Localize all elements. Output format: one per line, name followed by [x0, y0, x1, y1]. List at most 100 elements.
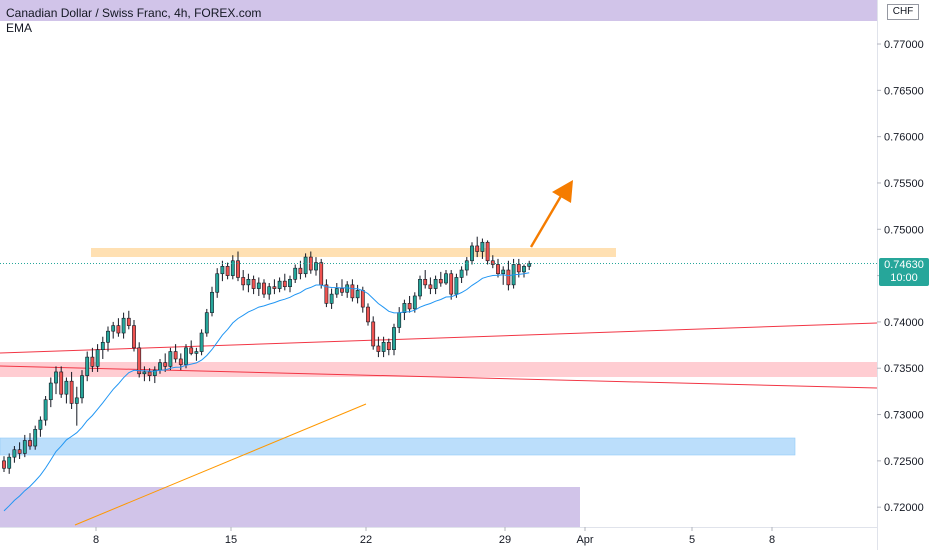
- trendline-red-lower[interactable]: [0, 365, 878, 389]
- candle-body: [319, 262, 324, 286]
- candle: [12, 446, 17, 463]
- candle: [376, 336, 381, 358]
- candle-body: [345, 284, 350, 293]
- candle-body: [173, 351, 178, 360]
- trendline-red-upper[interactable]: [0, 322, 878, 354]
- candle-body: [90, 356, 95, 367]
- last-price-value: 0.74630: [884, 259, 924, 271]
- candle-body: [126, 317, 131, 326]
- price-tick-label: 0.72500: [884, 456, 924, 468]
- candle: [397, 307, 402, 334]
- time-tick-label: 8: [93, 534, 99, 546]
- candle: [241, 270, 246, 291]
- candle: [355, 284, 360, 304]
- candle-body: [298, 267, 303, 275]
- candle-body: [392, 327, 396, 350]
- candle-body: [355, 290, 360, 299]
- candle: [121, 312, 126, 339]
- candle: [272, 279, 277, 295]
- candle: [407, 295, 412, 313]
- candle-body: [158, 362, 162, 371]
- time-tick-label: 22: [360, 534, 372, 546]
- candle: [522, 264, 526, 278]
- candle: [90, 347, 95, 372]
- candle-body: [246, 278, 251, 286]
- candle: [433, 275, 438, 295]
- candle: [496, 258, 500, 278]
- candle-body: [376, 345, 381, 352]
- candle: [459, 266, 464, 284]
- price-axis[interactable]: 0.770000.765000.760000.755000.750000.745…: [877, 0, 924, 550]
- zone-blue-support: [0, 437, 796, 456]
- candle-body: [371, 321, 376, 347]
- price-tick-label: 0.75500: [884, 178, 924, 190]
- candle: [444, 270, 448, 285]
- candle-body: [501, 269, 506, 275]
- candle: [28, 433, 32, 450]
- candle-body: [199, 332, 204, 352]
- candle-body: [116, 325, 121, 334]
- candle: [111, 321, 116, 339]
- candle: [204, 308, 209, 337]
- candle: [277, 277, 282, 293]
- candle-body: [267, 286, 272, 295]
- candle-body: [314, 262, 318, 271]
- zone-layer: [0, 0, 877, 527]
- candle-body: [85, 356, 90, 376]
- candle: [95, 344, 100, 372]
- candle: [412, 292, 417, 313]
- candle-body: [43, 399, 48, 421]
- candle: [2, 456, 6, 472]
- candle-body: [454, 277, 459, 295]
- candle: [225, 262, 230, 280]
- candle-body: [142, 371, 147, 375]
- candle-body: [178, 358, 183, 365]
- candle: [350, 279, 355, 302]
- candle-body: [277, 280, 282, 289]
- candle-body: [54, 371, 58, 384]
- candle-body: [64, 380, 69, 395]
- candle-body: [152, 369, 157, 376]
- candle-body: [74, 397, 79, 404]
- indicator-label[interactable]: EMA: [6, 21, 33, 35]
- trendline-orange[interactable]: [74, 403, 367, 526]
- candle-body: [204, 312, 209, 334]
- candle-body: [464, 260, 469, 271]
- arrow-up-icon[interactable]: [529, 180, 573, 248]
- candle-body: [2, 460, 6, 469]
- symbol-title: Canadian Dollar / Swiss Franc, 4h, FOREX…: [6, 6, 262, 20]
- price-tick-label: 0.72000: [884, 502, 924, 514]
- candle: [22, 434, 27, 458]
- candle-body: [241, 277, 246, 286]
- candle-body: [433, 278, 438, 289]
- candle: [74, 386, 79, 426]
- candle: [501, 266, 506, 285]
- currency-badge[interactable]: CHF: [887, 4, 919, 20]
- candle: [215, 268, 220, 298]
- candle-body: [210, 291, 214, 313]
- candle-body: [7, 456, 12, 469]
- candle: [454, 273, 459, 298]
- candle-body: [418, 278, 422, 297]
- candle: [189, 340, 194, 356]
- candle-body: [33, 429, 38, 447]
- candle-body: [412, 295, 417, 310]
- candle-body: [168, 351, 173, 367]
- candle: [334, 283, 339, 298]
- zone-purple-bottom: [0, 487, 580, 527]
- candle-body: [303, 256, 308, 275]
- time-tick-label: 29: [499, 534, 511, 546]
- candle: [184, 344, 188, 369]
- candle-body: [12, 449, 17, 458]
- time-axis[interactable]: 8 15 22 29 Apr 5 8: [0, 527, 877, 546]
- candle: [267, 283, 272, 300]
- candle: [402, 299, 407, 321]
- candle-body: [163, 362, 168, 367]
- candle-body: [111, 325, 116, 332]
- candle-body: [69, 380, 74, 404]
- candle: [54, 366, 58, 395]
- candle-body: [17, 449, 22, 454]
- candle: [246, 273, 251, 293]
